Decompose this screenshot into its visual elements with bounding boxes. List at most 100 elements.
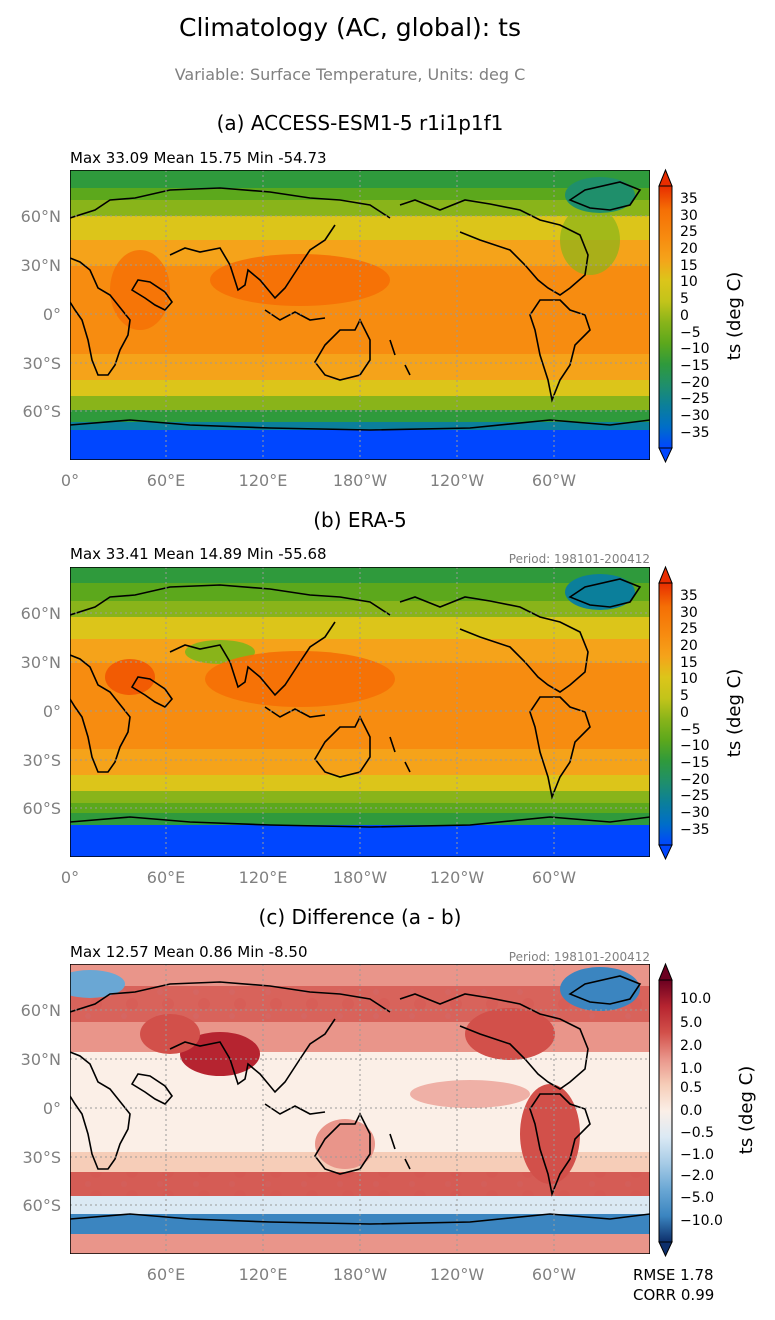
panel-a-cbar-tick: 30 bbox=[680, 208, 698, 224]
panel-c-xtick: 120°W bbox=[430, 1265, 485, 1284]
panel-a-cbar-tick: −15 bbox=[680, 358, 710, 374]
panel-b-cbar-tick: 35 bbox=[680, 588, 698, 604]
panel-b-xticks: 0° 60°E 120°E 180°W 120°W 60°W bbox=[61, 868, 576, 887]
panel-c-coastlines bbox=[70, 975, 650, 1225]
panel-b-yticks: 60°N 30°N 0° 30°S 60°S bbox=[21, 604, 61, 818]
panel-a-cbar-tick: −35 bbox=[680, 425, 710, 441]
panel-c-cbar-tick: 10.0 bbox=[680, 991, 711, 1007]
panel-b-xtick: 0° bbox=[61, 868, 79, 887]
panel-b-cbar-tick: −5 bbox=[680, 722, 701, 738]
panel-a-yticks: 60°N 30°N 0° 30°S 60°S bbox=[21, 207, 61, 421]
panel-b-ytick: 0° bbox=[43, 702, 61, 721]
panel-a-xtick: 120°W bbox=[430, 471, 485, 490]
panel-b-cbar-tick: 10 bbox=[680, 671, 698, 687]
panel-b-cbar-tick: −20 bbox=[680, 772, 710, 788]
panel-b-cbar-tick: 0 bbox=[680, 705, 689, 721]
panel-c-ytick: 30°N bbox=[21, 1050, 61, 1069]
panel-a-xtick: 180°W bbox=[333, 471, 388, 490]
panel-a-ytick: 30°N bbox=[21, 256, 61, 275]
panel-c-cbar-tick: 5.0 bbox=[680, 1015, 702, 1031]
panel-a-cbar-tick: −10 bbox=[680, 341, 710, 357]
panel-c-corr: CORR 0.99 bbox=[633, 1286, 714, 1304]
panel-b-coastlines bbox=[70, 578, 650, 828]
panel-c-cbar-label: ts (deg C) bbox=[736, 1066, 757, 1154]
panel-a-colorbar: 35 30 25 20 15 10 5 0 −5 −10 −15 −20 −25… bbox=[658, 168, 745, 464]
panel-b-cbar-tick: −35 bbox=[680, 822, 710, 838]
panel-a-xtick: 0° bbox=[61, 471, 79, 490]
panel-a-cbar-tick: 35 bbox=[680, 191, 698, 207]
panel-a-cbar-tick: −5 bbox=[680, 325, 701, 341]
panel-c-cbar-tick: −5.0 bbox=[680, 1190, 714, 1206]
panel-c-ytick: 0° bbox=[43, 1099, 61, 1118]
panel-b-xtick: 120°W bbox=[430, 868, 485, 887]
panel-c-colorbar: 10.0 5.0 2.0 1.0 0.5 0.0 −0.5 −1.0 −2.0 … bbox=[658, 962, 757, 1258]
panel-c: (c) Difference (a - b) Max 12.57 Mean 0.… bbox=[21, 905, 757, 1304]
panel-c-xtick: 60°W bbox=[532, 1265, 576, 1284]
panel-b-stats: Max 33.41 Mean 14.89 Min -55.68 bbox=[70, 545, 327, 563]
panel-a-cbar-tick: 10 bbox=[680, 274, 698, 290]
panel-c-rmse: RMSE 1.78 bbox=[633, 1266, 714, 1284]
panel-a-ytick: 60°N bbox=[21, 207, 61, 226]
panel-b-ytick: 60°N bbox=[21, 604, 61, 623]
panel-a-cbar-tick: −20 bbox=[680, 375, 710, 391]
panel-c-stats: Max 12.57 Mean 0.86 Min -8.50 bbox=[70, 943, 308, 961]
panel-a-map bbox=[70, 170, 650, 460]
panel-c-xtick: 60°E bbox=[147, 1265, 185, 1284]
panel-c-ytick: 30°S bbox=[22, 1148, 61, 1167]
panel-c-cbar-tick: −0.5 bbox=[680, 1125, 714, 1141]
panel-b-gridlines bbox=[70, 567, 650, 857]
panel-b-ytick: 60°S bbox=[22, 799, 61, 818]
panel-c-ytick: 60°N bbox=[21, 1001, 61, 1020]
panel-c-cbar-tick: 0.5 bbox=[680, 1080, 702, 1096]
panel-a-cbar-label: ts (deg C) bbox=[724, 272, 745, 360]
panel-a-cbar-tick: −25 bbox=[680, 391, 710, 407]
panel-a-gridlines bbox=[70, 170, 650, 460]
panel-b-cbar-tick: 15 bbox=[680, 655, 698, 671]
panel-a-title: (a) ACCESS-ESM1-5 r1i1p1f1 bbox=[217, 111, 504, 135]
panel-a-cbar-tick: 25 bbox=[680, 224, 698, 240]
panel-b-cbar-tick: 25 bbox=[680, 621, 698, 637]
panel-b-xtick: 180°W bbox=[333, 868, 388, 887]
panel-a-coastlines bbox=[70, 181, 650, 431]
panel-c-cbar-tick: −10.0 bbox=[680, 1213, 723, 1229]
panel-c-ytick: 60°S bbox=[22, 1196, 61, 1215]
panel-b-cbar-tick: 30 bbox=[680, 605, 698, 621]
panel-c-xtick: 180°W bbox=[333, 1265, 388, 1284]
panel-b-cbar-tick: −25 bbox=[680, 788, 710, 804]
panel-b-xtick: 120°E bbox=[239, 868, 288, 887]
figure-subtitle: Variable: Surface Temperature, Units: de… bbox=[175, 65, 526, 84]
panel-c-gridlines bbox=[70, 964, 650, 1254]
panel-a-xtick: 60°W bbox=[532, 471, 576, 490]
panel-c-title: (c) Difference (a - b) bbox=[259, 905, 462, 929]
panel-a-xticks: 0° 60°E 120°E 180°W 120°W 60°W bbox=[61, 471, 576, 490]
panel-a-cbar-tick: 0 bbox=[680, 308, 689, 324]
panel-b: (b) ERA-5 Max 33.41 Mean 14.89 Min -55.6… bbox=[21, 508, 745, 887]
panel-b-cbar-tick: −30 bbox=[680, 805, 710, 821]
panel-b-xtick: 60°E bbox=[147, 868, 185, 887]
figure-title: Climatology (AC, global): ts bbox=[179, 13, 521, 42]
panel-a-ytick: 0° bbox=[43, 305, 61, 324]
panel-c-cbar-tick: 1.0 bbox=[680, 1061, 702, 1077]
panel-b-cbar-tick: 5 bbox=[680, 688, 689, 704]
panel-c-cbar-tick: 2.0 bbox=[680, 1038, 702, 1054]
panel-a-xtick: 60°E bbox=[147, 471, 185, 490]
panel-a-cbar-tick: 20 bbox=[680, 241, 698, 257]
panel-a-cbar-tick: −30 bbox=[680, 408, 710, 424]
panel-c-xticks: 60°E 120°E 180°W 120°W 60°W bbox=[147, 1265, 577, 1284]
panel-a-cbar-tick: 5 bbox=[680, 291, 689, 307]
panel-a-xtick: 120°E bbox=[239, 471, 288, 490]
panel-b-colorbar: 35 30 25 20 15 10 5 0 −5 −10 −15 −20 −25… bbox=[658, 565, 745, 861]
panel-c-period: Period: 198101-200412 bbox=[509, 950, 650, 964]
panel-b-ytick: 30°S bbox=[22, 751, 61, 770]
panel-a-ytick: 30°S bbox=[22, 354, 61, 373]
panel-b-cbar-tick: −15 bbox=[680, 755, 710, 771]
panel-b-xtick: 60°W bbox=[532, 868, 576, 887]
panel-b-map bbox=[70, 567, 650, 857]
panel-a-cbar-tick: 15 bbox=[680, 258, 698, 274]
panel-c-cbar-tick: −2.0 bbox=[680, 1168, 714, 1184]
panel-c-cbar-tick: −1.0 bbox=[680, 1147, 714, 1163]
panel-b-title: (b) ERA-5 bbox=[313, 508, 407, 532]
panel-b-cbar-label: ts (deg C) bbox=[724, 669, 745, 757]
panel-b-period: Period: 198101-200412 bbox=[509, 552, 650, 566]
